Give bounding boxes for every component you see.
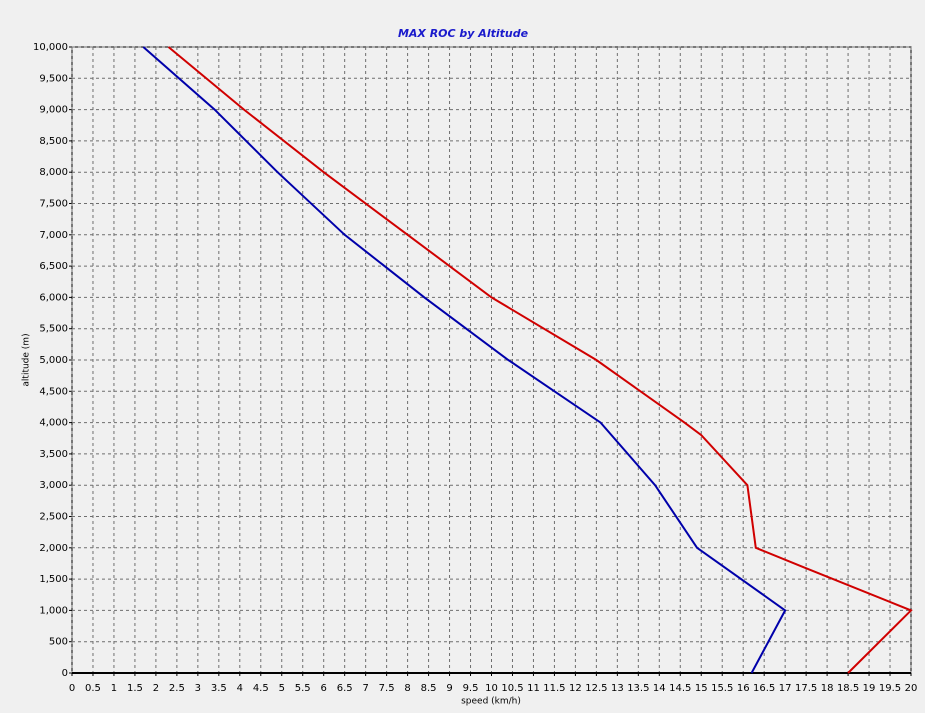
y-tick-label: 3,000	[39, 480, 68, 491]
y-tick-label: 500	[49, 637, 68, 648]
x-tick-label: 2	[153, 683, 159, 694]
x-tick-label: 12.5	[585, 683, 607, 694]
x-tick-label: 9.5	[463, 683, 479, 694]
y-tick-label: 4,000	[39, 418, 68, 429]
x-tick-label: 14.5	[669, 683, 691, 694]
y-tick-label: 0	[62, 668, 68, 679]
y-tick-label: 2,500	[39, 512, 68, 523]
x-tick-label: 3	[195, 683, 201, 694]
x-tick-label: 1.5	[127, 683, 143, 694]
x-tick-label: 15	[695, 683, 708, 694]
x-tick-label: 4.5	[253, 683, 269, 694]
x-tick-label: 10	[485, 683, 498, 694]
y-tick-label: 3,500	[39, 449, 68, 460]
x-tick-label: 0.5	[85, 683, 101, 694]
x-tick-label: 17.5	[795, 683, 817, 694]
x-tick-label: 2.5	[169, 683, 185, 694]
x-tick-label: 14	[653, 683, 666, 694]
series-line	[142, 46, 787, 674]
y-tick-label: 9,500	[39, 73, 68, 84]
x-tick-label: 19	[863, 683, 876, 694]
y-axis-label: altitude (m)	[22, 333, 32, 386]
x-tick-label: 20	[905, 683, 918, 694]
x-tick-label: 10.5	[501, 683, 523, 694]
x-tick-label: 17	[779, 683, 792, 694]
y-tick-label: 5,000	[39, 355, 68, 366]
y-tick-label: 2,000	[39, 543, 68, 554]
x-tick-label: 16	[737, 683, 750, 694]
x-tick-label: 12	[569, 683, 582, 694]
x-axis-label: speed (km/h)	[461, 697, 521, 707]
y-tick-label: 7,500	[39, 199, 68, 210]
x-tick-label: 19.5	[879, 683, 901, 694]
x-tick-label: 11	[527, 683, 540, 694]
x-tick-label: 6.5	[337, 683, 353, 694]
y-tick-label: 8,500	[39, 136, 68, 147]
x-tick-label: 15.5	[711, 683, 733, 694]
y-tick-label: 6,000	[39, 292, 68, 303]
x-tick-label: 7.5	[379, 683, 395, 694]
y-tick-label: 1,500	[39, 574, 68, 585]
x-tick-label: 5	[279, 683, 285, 694]
x-tick-label: 0	[69, 683, 75, 694]
y-tick-label: 6,500	[39, 261, 68, 272]
y-tick-label: 5,500	[39, 324, 68, 335]
y-tick-label: 9,000	[39, 105, 68, 116]
y-tick-label: 7,000	[39, 230, 68, 241]
x-tick-label: 6	[321, 683, 327, 694]
x-tick-label: 13.5	[627, 683, 649, 694]
x-tick-label: 8	[404, 683, 410, 694]
chart-title: MAX ROC by Altitude	[398, 27, 529, 40]
x-tick-label: 1	[111, 683, 117, 694]
x-tick-label: 18	[821, 683, 834, 694]
x-tick-label: 16.5	[753, 683, 775, 694]
y-tick-label: 1,000	[39, 605, 68, 616]
y-tick-label: 10,000	[33, 42, 68, 53]
x-tick-label: 7	[362, 683, 368, 694]
x-tick-label: 4	[237, 683, 243, 694]
x-tick-label: 5.5	[295, 683, 311, 694]
y-tick-label: 4,500	[39, 386, 68, 397]
x-tick-label: 13	[611, 683, 624, 694]
x-tick-label: 8.5	[421, 683, 437, 694]
series-line	[167, 46, 913, 674]
x-tick-label: 11.5	[543, 683, 565, 694]
x-tick-label: 18.5	[837, 683, 859, 694]
x-tick-label: 9	[446, 683, 452, 694]
x-tick-label: 3.5	[211, 683, 227, 694]
y-tick-label: 8,000	[39, 167, 68, 178]
